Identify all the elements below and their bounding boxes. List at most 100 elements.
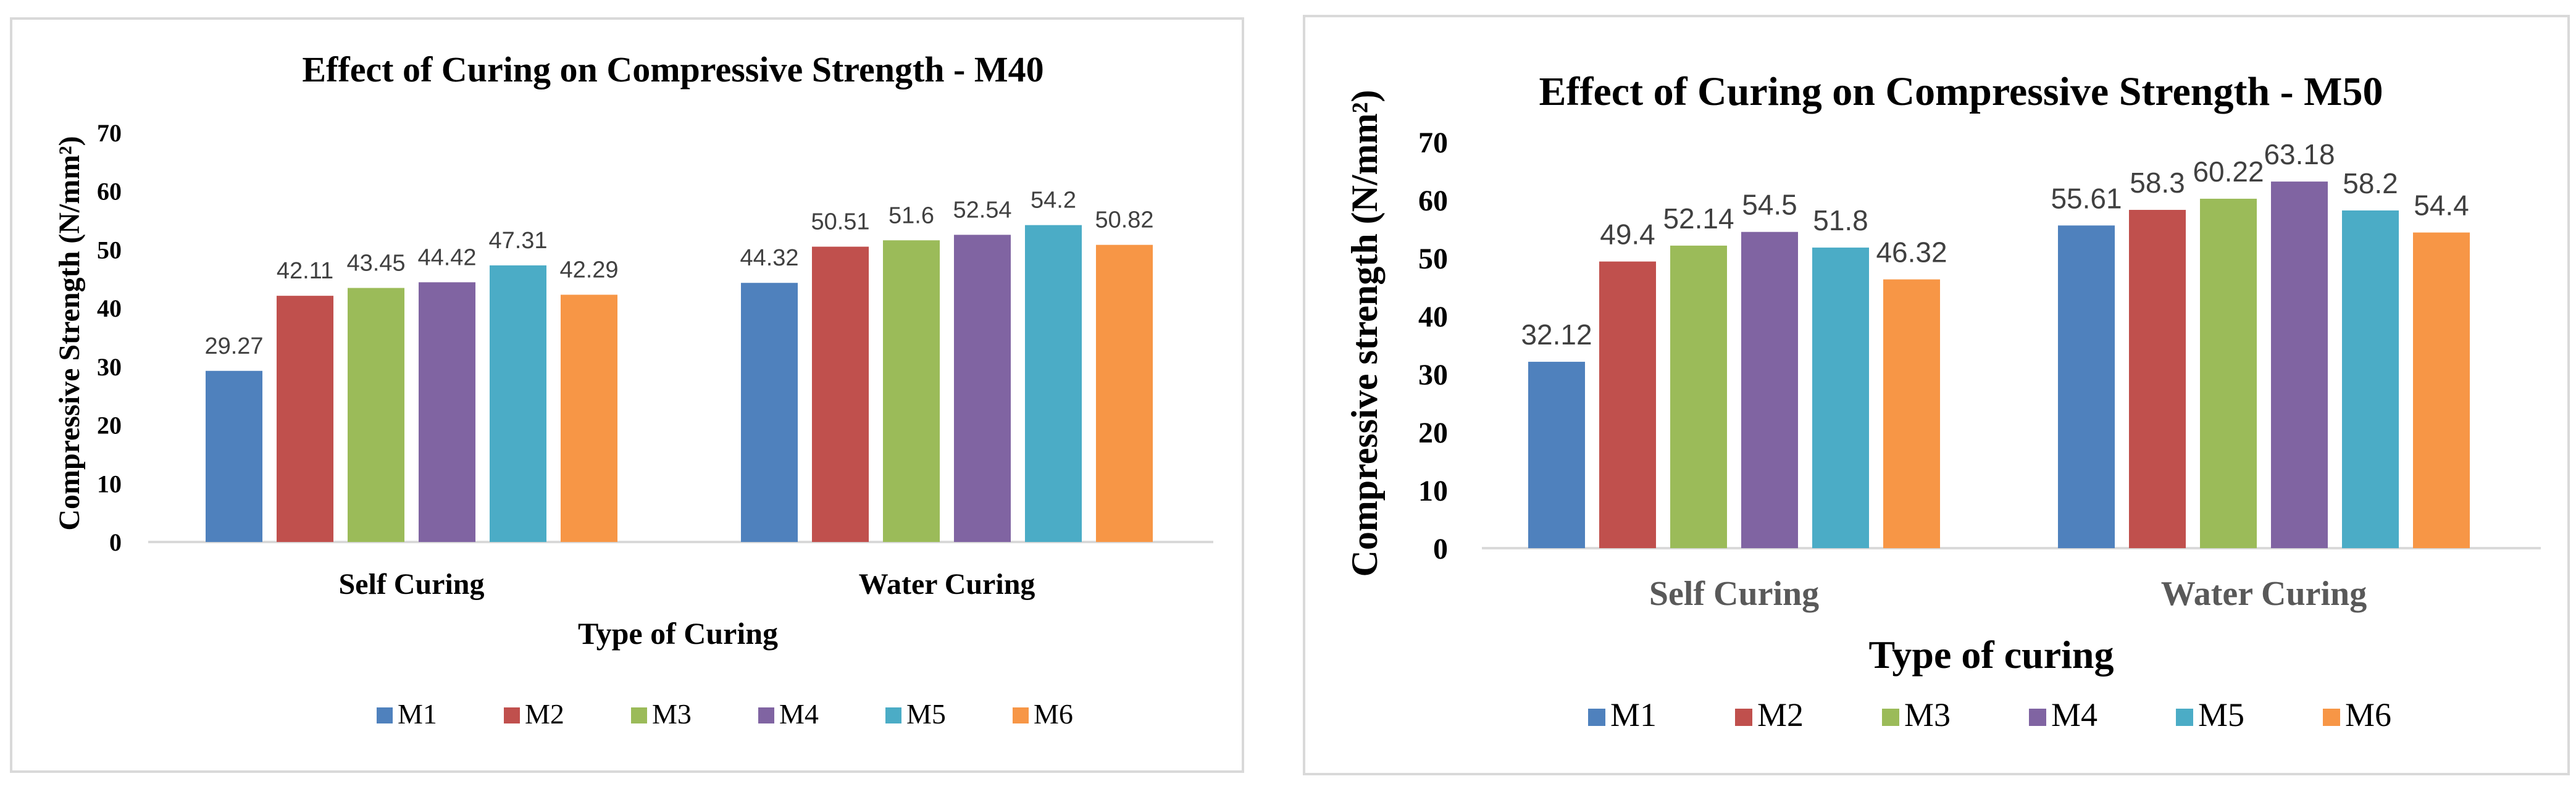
chart-m40-y-ticks: 0 10 20 30 40 50 60 70 [97, 119, 122, 556]
chart-m50-legend-label-m3: M3 [1904, 696, 1951, 733]
chart-m50-legend-swatch-m5 [2176, 709, 2193, 726]
chart-m50-legend-label-m2: M2 [1757, 696, 1804, 733]
chart-m50-x-axis-label: Type of curing [1868, 633, 2114, 677]
chart-m50-data-label-m2-water-curing: 58.3 [2130, 167, 2185, 199]
chart-m40-data-label-m2-self-curing: 42.11 [277, 258, 333, 284]
chart-m40-legend-label-m1: M1 [398, 698, 437, 730]
chart-m50-y-axis-label: Compressive strength (N/mm²) [1344, 90, 1385, 577]
chart-m40-bar-m4-water-curing [954, 235, 1011, 542]
chart-m50-title: Effect of Curing on Compressive Strength… [1539, 69, 2383, 114]
chart-m40-y-axis-label: Compressive Strength (N/mm²) [53, 136, 86, 530]
chart-m40-y-tick-label: 10 [97, 470, 122, 498]
chart-m40-category-water-curing: Water Curing [859, 568, 1035, 601]
chart-m40-bar-m3-water-curing [883, 240, 940, 542]
chart-m40-bar-m2-water-curing [812, 246, 869, 542]
chart-m50-bar-m4-water-curing [2271, 181, 2328, 548]
chart-m40-y-tick-label: 50 [97, 236, 122, 264]
chart-m50-legend-label-m6: M6 [2345, 696, 2391, 733]
chart-m40-y-tick-label: 70 [97, 119, 122, 147]
chart-m40-legend-label-m2: M2 [525, 698, 564, 730]
chart-m50-bar-m6-self-curing [1883, 279, 1940, 548]
chart-m50-legend-swatch-m4 [2029, 709, 2046, 726]
chart-m40-legend-swatch-m2 [504, 707, 520, 723]
chart-m50-category-water-curing: Water Curing [2161, 575, 2367, 613]
chart-m50-bars [1528, 181, 2470, 549]
chart-m40-legend-label-m3: M3 [652, 698, 692, 730]
chart-m40-bar-m3-self-curing [348, 288, 404, 542]
chart-m40-legend: M1 M2 M3 M4 M5 M6 [377, 698, 1073, 730]
chart-m50-data-label-m6-self-curing: 46.32 [1876, 236, 1947, 269]
chart-m50-bar-m1-self-curing [1528, 362, 1585, 548]
chart-m50-bar-m2-self-curing [1599, 261, 1656, 548]
chart-m40-data-label-m6-water-curing: 50.82 [1095, 207, 1153, 233]
chart-m50-bar-m2-water-curing [2129, 209, 2186, 549]
chart-m50-bar-m3-water-curing [2200, 198, 2257, 548]
chart-m40-data-label-m3-self-curing: 43.45 [346, 250, 405, 276]
chart-m50-y-tick-label: 40 [1418, 301, 1448, 333]
chart-m40-bar-m2-self-curing [277, 296, 333, 542]
chart-m40-legend-swatch-m3 [631, 707, 647, 723]
chart-m50-bar-m1-water-curing [2058, 225, 2115, 548]
chart-m40-data-label-m5-self-curing: 47.31 [488, 228, 547, 254]
chart-m40-title: Effect of Curing on Compressive Strength… [302, 49, 1043, 90]
chart-m40-legend-swatch-m4 [758, 707, 774, 723]
chart-m50-bar-m3-self-curing [1670, 245, 1727, 548]
chart-m40-legend-label-m6: M6 [1034, 698, 1073, 730]
chart-m50-data-label-m4-water-curing: 63.18 [2264, 138, 2335, 170]
chart-m40-x-axis-label: Type of Curing [578, 616, 778, 651]
chart-m40-category-self-curing: Self Curing [338, 568, 484, 601]
chart-m40-legend-swatch-m6 [1013, 707, 1029, 723]
chart-m40-bar-m6-self-curing [561, 294, 617, 542]
chart-m40-y-tick-label: 40 [97, 294, 122, 322]
chart-m50-legend-swatch-m6 [2323, 709, 2340, 726]
chart-m50-data-label-m4-self-curing: 54.5 [1742, 189, 1797, 221]
chart-m50-bar-m4-self-curing [1741, 231, 1798, 548]
chart-m50-bar-m6-water-curing [2413, 232, 2470, 548]
chart-m50-bar-m5-water-curing [2342, 210, 2399, 548]
chart-m50-data-label-m5-self-curing: 51.8 [1813, 204, 1868, 236]
chart-m50-y-tick-label: 70 [1418, 127, 1448, 159]
chart-m40-legend-label-m4: M4 [779, 698, 819, 730]
chart-m50-y-tick-label: 0 [1433, 533, 1448, 565]
chart-m40-y-tick-label: 60 [97, 178, 122, 206]
chart-m50-y-tick-label: 20 [1418, 417, 1448, 449]
chart-m40-bar-m4-self-curing [419, 282, 475, 542]
chart-m40-bar-m6-water-curing [1096, 244, 1153, 542]
chart-m50-data-labels: 32.12 55.61 49.4 58.3 52.14 60.22 54.5 63.18 51.… [1521, 138, 2469, 351]
chart-m40-bar-m1-self-curing [206, 370, 262, 542]
chart-m40-data-label-m5-water-curing: 54.2 [1031, 188, 1076, 214]
chart-m40-data-label-m4-water-curing: 52.54 [953, 197, 1011, 223]
chart-m40-y-tick-label: 30 [97, 353, 122, 381]
chart-m40-bar-m5-self-curing [490, 265, 546, 542]
chart-m50-y-tick-label: 10 [1418, 475, 1448, 507]
chart-m40-data-label-m1-water-curing: 44.32 [740, 245, 798, 271]
chart-m40-data-labels: 29.27 44.32 42.11 50.51 43.45 51.6 44.42 52.54 4… [204, 188, 1153, 359]
chart-m50-y-tick-label: 30 [1418, 359, 1448, 391]
chart-m50: Effect of Curing on Compressive Strength… [1303, 15, 2570, 775]
chart-m50-category-self-curing: Self Curing [1649, 575, 1819, 613]
chart-m50-y-tick-label: 60 [1418, 185, 1448, 217]
chart-m40-data-label-m6-self-curing: 42.29 [559, 257, 618, 283]
chart-m50-y-tick-label: 50 [1418, 243, 1448, 275]
chart-m50-legend-label-m4: M4 [2051, 696, 2097, 733]
chart-m40-data-label-m2-water-curing: 50.51 [811, 209, 869, 235]
chart-m50-legend-label-m5: M5 [2198, 696, 2244, 733]
chart-m40-y-tick-label: 20 [97, 412, 122, 440]
chart-m50-legend-swatch-m3 [1882, 709, 1899, 726]
chart-m40-legend-swatch-m5 [885, 707, 901, 723]
chart-m50-data-label-m5-water-curing: 58.2 [2343, 167, 2398, 199]
chart-m50-legend-label-m1: M1 [1610, 696, 1657, 733]
chart-m50-bar-m5-self-curing [1812, 248, 1869, 548]
chart-m40-legend-label-m5: M5 [906, 698, 946, 730]
chart-m50-data-label-m6-water-curing: 54.4 [2414, 190, 2469, 222]
chart-m40-data-label-m1-self-curing: 29.27 [204, 333, 263, 359]
chart-m50-legend-swatch-m1 [1588, 709, 1605, 726]
chart-m40: Effect of Curing on Compressive Strength… [10, 17, 1244, 773]
chart-m40-bars [206, 225, 1153, 542]
chart-m50-data-label-m1-self-curing: 32.12 [1521, 319, 1592, 351]
chart-m50-data-label-m1-water-curing: 55.61 [2051, 182, 2122, 214]
chart-m50-legend-swatch-m2 [1735, 709, 1752, 726]
chart-m40-bar-m5-water-curing [1025, 225, 1082, 542]
chart-m50-data-label-m3-self-curing: 52.14 [1663, 202, 1734, 235]
